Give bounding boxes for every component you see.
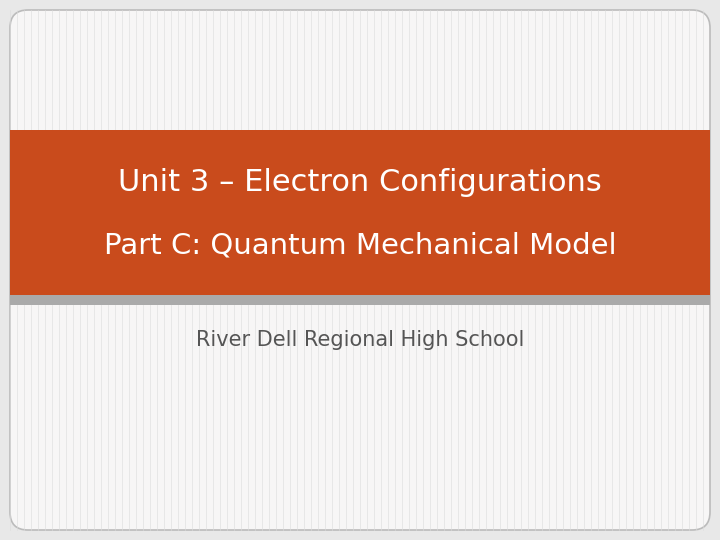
Text: River Dell Regional High School: River Dell Regional High School: [196, 330, 524, 350]
Text: Unit 3 – Electron Configurations: Unit 3 – Electron Configurations: [118, 168, 602, 197]
Bar: [10, 130, 710, 295]
Text: Part C: Quantum Mechanical Model: Part C: Quantum Mechanical Model: [104, 232, 616, 260]
Bar: [10, 295, 710, 305]
FancyBboxPatch shape: [10, 10, 710, 530]
